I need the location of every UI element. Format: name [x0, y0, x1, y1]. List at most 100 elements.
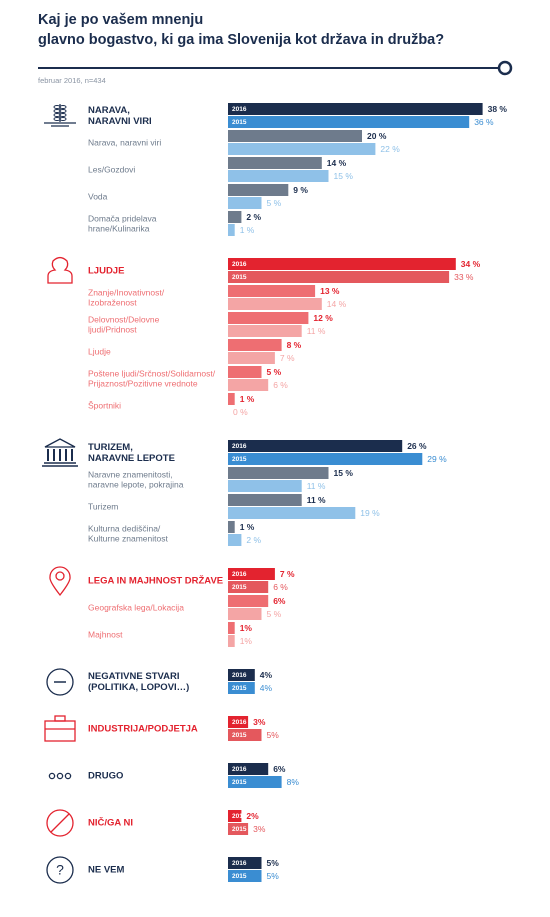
- group-label: TURIZEM,: [88, 442, 133, 453]
- icon: [46, 668, 74, 696]
- group-bar: [228, 581, 269, 593]
- group-label: NARAVNI VIRI: [88, 116, 152, 127]
- title-line: glavno bogastvo, ki ga ima Slovenija kot…: [38, 32, 444, 48]
- item-bar: [228, 622, 235, 634]
- value-label: 6 %: [273, 582, 288, 592]
- group-bar: [228, 258, 456, 270]
- icon: [59, 109, 67, 113]
- icon: [53, 117, 61, 121]
- year-label: 2016: [232, 766, 247, 773]
- group-bar: [228, 870, 262, 882]
- item-label: Prijaznost/Pozitivne vrednote: [88, 378, 198, 388]
- year-label: 2015: [232, 779, 247, 786]
- value-label: 14 %: [327, 299, 347, 309]
- item-bar: [228, 521, 235, 533]
- group-bar: [228, 716, 249, 728]
- year-label: 2016: [232, 860, 247, 867]
- group-label: LEGA IN MAJHNOST DRŽAVE: [88, 575, 223, 587]
- year-label: 2016: [232, 106, 247, 113]
- group-label: DRUGO: [88, 771, 123, 782]
- item-label: Delovnost/Delovne: [88, 314, 160, 324]
- value-label: 13 %: [320, 286, 340, 296]
- group-bar: [228, 857, 262, 869]
- item-label: Znanje/Inovativnost/: [88, 287, 165, 297]
- value-label: 3%: [253, 717, 266, 727]
- icon: [55, 571, 65, 581]
- icon: [54, 715, 66, 722]
- value-label: 20 %: [367, 131, 387, 141]
- item-bar: [228, 480, 302, 492]
- value-label: 11 %: [307, 495, 326, 505]
- item-bar: [228, 298, 322, 310]
- icon: [64, 772, 72, 780]
- item-bar: [228, 507, 356, 519]
- value-label: 7 %: [280, 353, 295, 363]
- value-label: 15 %: [334, 171, 354, 181]
- item-label: Narava, naravni viri: [88, 137, 161, 147]
- item-bar: [228, 184, 289, 196]
- icon: [53, 105, 61, 109]
- value-label: 1%: [240, 623, 253, 633]
- item-bar: [228, 312, 309, 324]
- item-bar: [228, 467, 329, 479]
- item-bar: [228, 170, 329, 182]
- value-label: 19 %: [360, 508, 380, 518]
- group-label: LJUDJE: [88, 266, 124, 277]
- year-label: 2015: [232, 456, 247, 463]
- item-label: Naravne znamenitosti,: [88, 469, 173, 479]
- item-bar: [228, 285, 316, 297]
- icon: [56, 772, 64, 780]
- value-label: 34 %: [461, 259, 481, 269]
- value-label: 5%: [267, 858, 280, 868]
- group-label: NEGATIVNE STVARI: [88, 671, 180, 682]
- group-bar: [228, 440, 403, 452]
- year-label: 2016: [232, 261, 247, 268]
- year-label: 2015: [232, 584, 247, 591]
- year-label: 2015: [232, 119, 247, 126]
- value-label: 1%: [240, 636, 253, 646]
- group-bar: [228, 823, 249, 835]
- value-label: 5%: [267, 871, 280, 881]
- value-label: 3%: [253, 824, 266, 834]
- value-label: 2 %: [246, 212, 261, 222]
- value-label: 9 %: [293, 185, 308, 195]
- group-bar: [228, 116, 470, 128]
- icon: [44, 720, 76, 742]
- year-label: 2016: [232, 571, 247, 578]
- group-label: INDUSTRIJA/PODJETJA: [88, 724, 198, 735]
- value-label: 1 %: [240, 394, 255, 404]
- item-label: Majhnost: [88, 629, 123, 639]
- group-label: NARAVNE LEPOTE: [88, 453, 175, 464]
- year-label: 2016: [232, 672, 247, 679]
- header-dot: [497, 60, 513, 76]
- year-label: 2015: [232, 873, 247, 880]
- item-label: Poštene ljudi/Srčnost/Solidarnost/: [88, 368, 216, 378]
- item-label: Izobraženost: [88, 297, 137, 307]
- icon: [59, 113, 67, 117]
- icon: [59, 105, 67, 109]
- group-bar: [228, 810, 242, 822]
- icon: [53, 109, 61, 113]
- icon: [47, 256, 73, 284]
- item-bar: [228, 494, 302, 506]
- value-label: 1 %: [240, 522, 255, 532]
- year-label: 2016: [232, 813, 247, 820]
- value-label: 1 %: [240, 225, 255, 235]
- subtitle: februar 2016, n=434: [38, 76, 106, 85]
- item-bar: [228, 352, 275, 364]
- item-bar: [228, 379, 269, 391]
- value-label: 29 %: [427, 454, 447, 464]
- icon: [46, 809, 74, 837]
- value-label: 38 %: [488, 104, 508, 114]
- item-bar: [228, 366, 262, 378]
- icon: [50, 813, 70, 833]
- value-label: 2%: [246, 811, 259, 821]
- value-label: 36 %: [474, 117, 494, 127]
- value-label: 12 %: [313, 313, 333, 323]
- item-label: Ljudje: [88, 346, 111, 356]
- value-label: 7 %: [280, 569, 295, 579]
- item-label: naravne lepote, pokrajina: [88, 479, 184, 489]
- group-bar: [228, 776, 282, 788]
- group-bar: [228, 669, 255, 681]
